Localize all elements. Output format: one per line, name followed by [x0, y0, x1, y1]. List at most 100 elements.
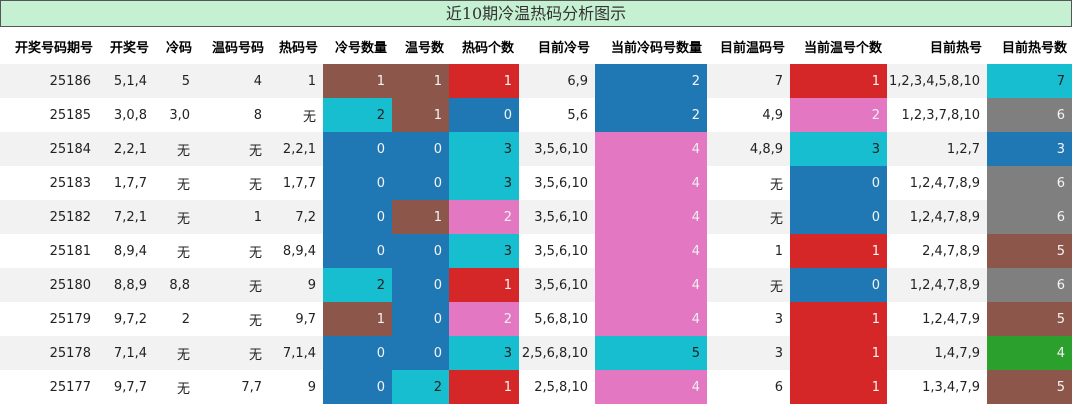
table-cell: 无 — [154, 132, 197, 166]
table-row: 25178 7,1,4 无无 7,1,4 0 0 3 2,5,6,8,10 5 3 1 1,4,7,9… — [0, 336, 1072, 370]
table-cell: 2 — [449, 302, 519, 336]
table-row: 25183 1,7,7 无无 1,7,7 0 0 3 3,5,6,10 4 无 0 1,2,4,7,8… — [0, 166, 1072, 200]
table-cell: 0 — [790, 268, 887, 302]
column-header: 温号数 — [392, 28, 449, 64]
table-cell: 无 — [707, 200, 790, 234]
table-row: 25184 2,2,1 无无 2,2,1 0 0 3 3,5,6,10 4 4,8,9 3 1,2,7… — [0, 132, 1072, 166]
table-cell: 无 — [197, 336, 269, 370]
table-cell: 无 — [707, 166, 790, 200]
table-cell: 2 — [790, 98, 887, 132]
table-cell: 25180 — [0, 268, 98, 302]
table-cell: 7,2,1 — [98, 200, 154, 234]
table-cell: 3,5,6,10 — [519, 268, 595, 302]
table-cell: 6 — [987, 166, 1072, 200]
table-cell: 5,6,8,10 — [519, 302, 595, 336]
table-cell: 9,7 — [269, 302, 323, 336]
table-cell: 0 — [323, 132, 392, 166]
table-cell: 3,5,6,10 — [519, 200, 595, 234]
table-cell: 0 — [392, 302, 449, 336]
table-cell: 4,9 — [707, 98, 790, 132]
column-header: 温码号码 — [197, 28, 269, 64]
table-cell: 4 — [197, 64, 269, 98]
table-cell: 无 — [197, 166, 269, 200]
table-cell: 4 — [595, 370, 707, 404]
table-cell: 1,2,4,7,8,9 — [887, 166, 987, 200]
column-header: 目前温码号 — [707, 28, 790, 64]
table-cell: 7,2 — [269, 200, 323, 234]
table-cell: 0 — [323, 166, 392, 200]
table-cell: 2 — [323, 98, 392, 132]
table-cell: 6 — [987, 268, 1072, 302]
table-cell: 1,3,4,7,9 — [887, 370, 987, 404]
table-cell: 5 — [154, 64, 197, 98]
table-cell: 1 — [790, 64, 887, 98]
table-cell: 2,5,6,8,10 — [519, 336, 595, 370]
table-cell: 无 — [197, 234, 269, 268]
table-body: 25186 5,1,4 5 4 1 1 1 1 6,9 2 7 1 1,2,3,4,5,8,10 7 251… — [0, 64, 1072, 404]
table-cell: 无 — [154, 200, 197, 234]
table-cell: 0 — [392, 268, 449, 302]
table-cell: 1 — [790, 234, 887, 268]
chart-title: 近10期冷温热码分析图示 — [0, 0, 1072, 27]
column-header: 冷号数量 — [323, 28, 392, 64]
column-header: 热码个数 — [449, 28, 519, 64]
table-cell: 4 — [595, 268, 707, 302]
table-cell: 无 — [197, 268, 269, 302]
table-cell: 7,7 — [197, 370, 269, 404]
table-cell: 6 — [987, 200, 1072, 234]
table-cell: 8,8 — [154, 268, 197, 302]
table-cell: 3 — [987, 132, 1072, 166]
table-cell: 无 — [269, 98, 323, 132]
table-cell: 7 — [707, 64, 790, 98]
table-row: 25181 8,9,4 无无 8,9,4 0 0 3 3,5,6,10 4 1 1 2,4,7,8,9… — [0, 234, 1072, 268]
table-cell: 1 — [197, 200, 269, 234]
table-cell: 0 — [449, 98, 519, 132]
table-cell: 1 — [323, 302, 392, 336]
table-cell: 6 — [707, 370, 790, 404]
table-cell: 2 — [595, 98, 707, 132]
column-header: 目前热号数 — [987, 28, 1072, 64]
table-cell: 3,5,6,10 — [519, 234, 595, 268]
table-cell: 3,5,6,10 — [519, 166, 595, 200]
table-cell: 3 — [790, 132, 887, 166]
column-header: 热码号 — [269, 28, 323, 64]
table-cell: 9 — [269, 268, 323, 302]
table-cell: 无 — [154, 234, 197, 268]
table-cell: 2,4,7,8,9 — [887, 234, 987, 268]
table-cell: 1 — [323, 64, 392, 98]
table-cell: 无 — [154, 370, 197, 404]
table-cell: 25178 — [0, 336, 98, 370]
table-cell: 8 — [197, 98, 269, 132]
table-cell: 8,8,9 — [98, 268, 154, 302]
table-cell: 7,1,4 — [269, 336, 323, 370]
table-cell: 5,6 — [519, 98, 595, 132]
table-cell: 1 — [269, 64, 323, 98]
table-cell: 1,2,4,7,9 — [887, 302, 987, 336]
table-cell: 1 — [449, 64, 519, 98]
table-cell: 1 — [392, 200, 449, 234]
table-cell: 9,7,2 — [98, 302, 154, 336]
table-cell: 无 — [154, 336, 197, 370]
table-cell: 3,5,6,10 — [519, 132, 595, 166]
table-cell: 1 — [707, 234, 790, 268]
table-cell: 5,1,4 — [98, 64, 154, 98]
table-cell: 1 — [790, 302, 887, 336]
table-cell: 25182 — [0, 200, 98, 234]
table-row: 25186 5,1,4 5 4 1 1 1 1 6,9 2 7 1 1,2,3,4,5,8,10 7 — [0, 64, 1072, 98]
column-header: 当前温号个数 — [790, 28, 887, 64]
table-cell: 25181 — [0, 234, 98, 268]
table-cell: 6 — [987, 98, 1072, 132]
table-cell: 8,9,4 — [98, 234, 154, 268]
table-cell: 7 — [987, 64, 1072, 98]
table-cell: 3 — [707, 302, 790, 336]
column-header: 冷码 — [154, 28, 197, 64]
table-cell: 1 — [392, 98, 449, 132]
table-cell: 3 — [449, 234, 519, 268]
table-cell: 0 — [392, 166, 449, 200]
table-cell: 25183 — [0, 166, 98, 200]
table-cell: 2 — [449, 200, 519, 234]
column-header: 开奖号码期号 — [0, 28, 98, 64]
table-cell: 1,2,3,7,8,10 — [887, 98, 987, 132]
table-cell: 25177 — [0, 370, 98, 404]
table-cell: 2,2,1 — [269, 132, 323, 166]
